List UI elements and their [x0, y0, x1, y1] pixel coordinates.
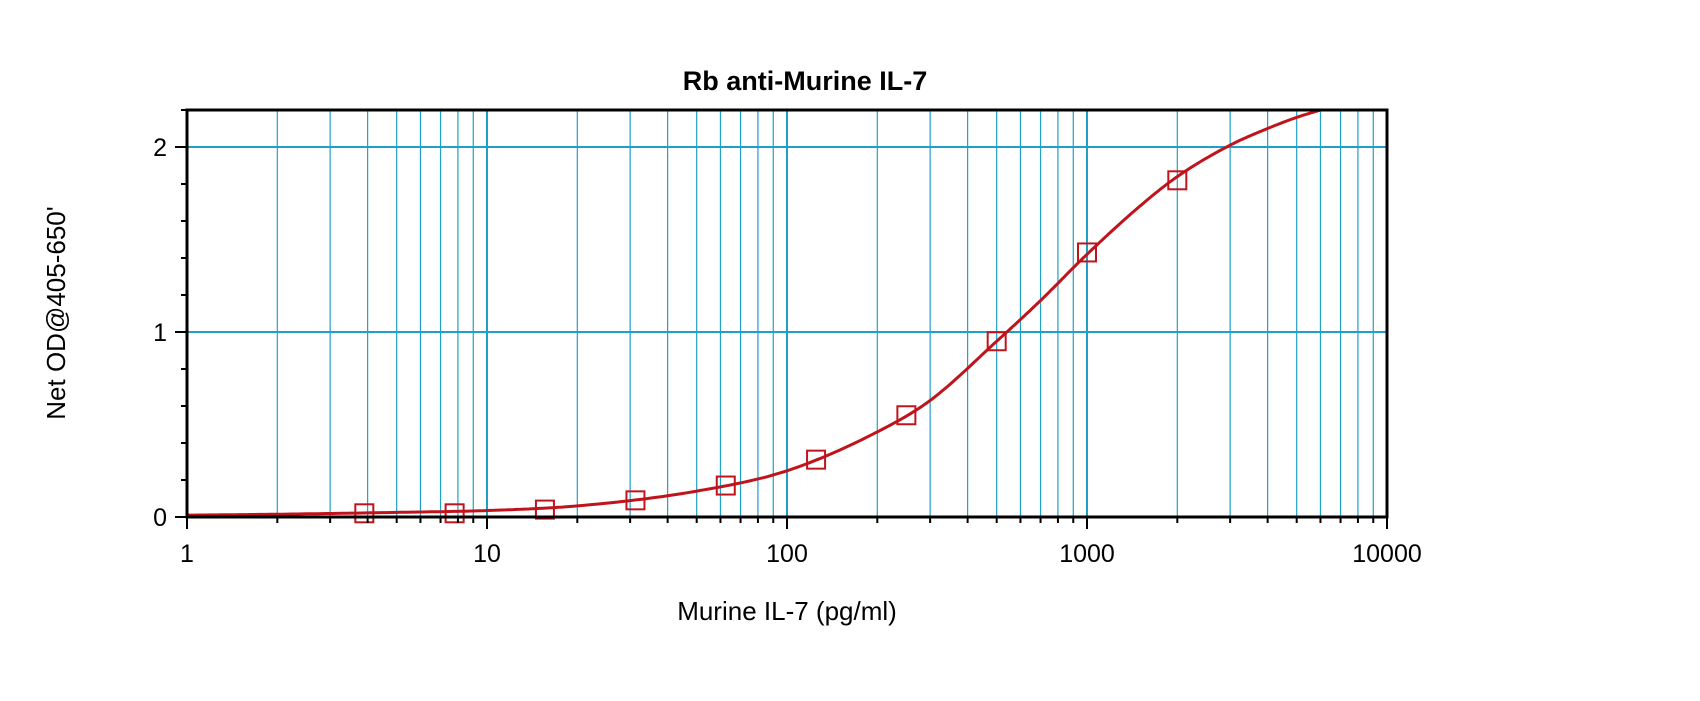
y-axis-label: Net OD@405-650' — [41, 206, 71, 419]
x-tick-label: 100 — [766, 540, 808, 568]
grid — [187, 110, 1387, 517]
data-point — [625, 490, 646, 511]
data-point — [896, 405, 917, 426]
data-point — [444, 503, 465, 524]
x-tick-label: 1000 — [1059, 540, 1115, 568]
data-point — [1077, 242, 1097, 263]
data-points — [354, 170, 1188, 524]
y-tick-label: 2 — [153, 134, 167, 162]
data-point — [354, 503, 375, 524]
data-point — [806, 449, 827, 470]
data-point — [986, 331, 1007, 352]
y-tick-label: 0 — [153, 504, 167, 532]
x-axis-label: Murine IL-7 (pg/ml) — [677, 596, 897, 626]
x-tick-label: 1 — [180, 540, 194, 568]
data-point — [1167, 170, 1188, 191]
y-tick-label: 1 — [153, 319, 167, 347]
chart-title: Rb anti-Murine IL-7 — [683, 66, 928, 96]
x-tick-label: 10 — [473, 540, 501, 568]
x-tick-label: 10000 — [1352, 540, 1422, 568]
fit-curve-layer — [187, 108, 1321, 517]
fit-curve — [187, 108, 1321, 517]
data-point — [534, 499, 555, 520]
data-point — [715, 475, 736, 496]
